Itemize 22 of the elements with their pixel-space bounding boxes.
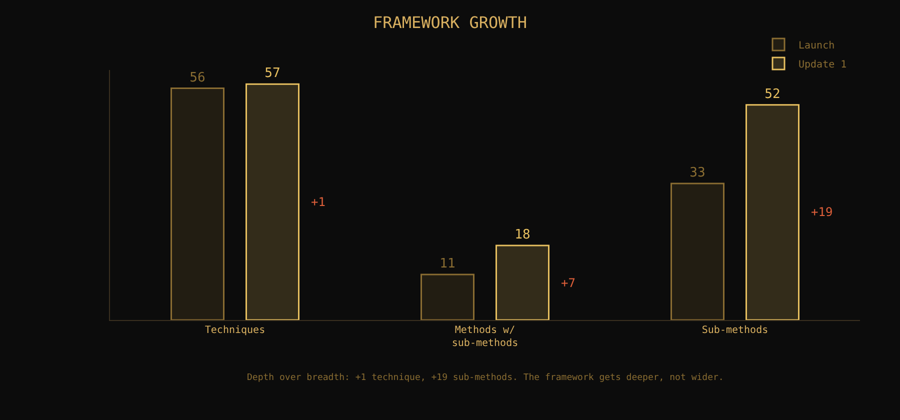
data-label: 56 bbox=[190, 70, 206, 86]
x-tick-label: Techniques bbox=[204, 325, 266, 336]
bar bbox=[670, 182, 724, 320]
annotation: +19 bbox=[811, 205, 833, 219]
data-label: 57 bbox=[264, 66, 280, 82]
text: Depth over breadth: +1 technique, +19 sub-methods. The framework gets deeper, not wider. bbox=[247, 373, 724, 383]
data-label: 52 bbox=[764, 86, 780, 102]
legend-label: Update 1 bbox=[798, 59, 847, 70]
x-tick-label: Sub-methods bbox=[702, 325, 768, 336]
data-label: 33 bbox=[690, 165, 706, 180]
bar bbox=[246, 83, 300, 320]
annotation: +1 bbox=[311, 195, 326, 209]
chart-title: FRAMEWORK GROWTH bbox=[372, 13, 528, 32]
bar bbox=[746, 104, 800, 320]
annotation: +7 bbox=[561, 276, 576, 290]
data-label: 18 bbox=[514, 228, 530, 243]
bar bbox=[170, 88, 224, 320]
x-tick-label: Methods w/ sub-methods bbox=[452, 325, 518, 349]
data-label: 11 bbox=[440, 256, 456, 272]
bar bbox=[496, 244, 550, 320]
bar bbox=[420, 274, 474, 320]
legend-label: Launch bbox=[798, 40, 835, 52]
